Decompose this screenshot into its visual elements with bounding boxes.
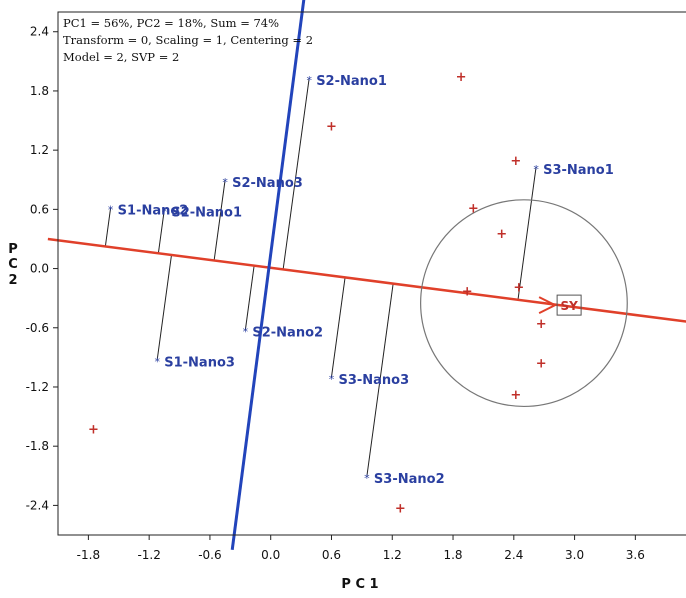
x-tick-label: -0.6 (198, 548, 221, 562)
object-projection-line (244, 265, 255, 330)
confidence-circle (420, 199, 628, 408)
object-projection-line (366, 283, 394, 476)
reference-circle (420, 199, 628, 408)
y-tick-label: 2.4 (30, 25, 49, 39)
object-point: * S2-Nano2 (243, 326, 323, 341)
variable-point: + (326, 119, 337, 134)
x-tick-label: 0.0 (261, 548, 280, 562)
pc-axis-lines (47, 0, 686, 550)
x-tick-label: -1.2 (137, 548, 160, 562)
object-star-marker: * (222, 176, 228, 189)
object-label: S1-Nano3 (164, 355, 235, 370)
object-star-marker: * (329, 373, 335, 386)
object-label: S3-Nano1 (543, 163, 614, 178)
info-line-1: PC1 = 56%, PC2 = 18%, Sum = 74% (63, 16, 279, 30)
y-tick-label: -1.2 (26, 380, 49, 394)
sy-marker: SY (538, 294, 582, 316)
object-point: * S1-Nano2 (108, 203, 188, 218)
object-point: * S3-Nano2 (364, 472, 444, 487)
object-projection-line (157, 209, 165, 254)
object-point: * S2-Nano1 (306, 74, 386, 89)
variable-point: + (88, 422, 99, 437)
object-label: S1-Nano2 (118, 203, 189, 218)
object-star-marker: * (243, 326, 249, 339)
info-line-2: Transform = 0, Scaling = 1, Centering = … (63, 33, 313, 47)
y-axis-title-letter-3: 2 (8, 273, 17, 288)
x-tick-label: 0.6 (322, 548, 341, 562)
x-tick-label: 2.4 (504, 548, 523, 562)
plot-frame (57, 11, 686, 536)
x-tick-label: 3.6 (626, 548, 645, 562)
object-point: * S3-Nano3 (329, 373, 409, 388)
axis-ticks: -1.8 -1.2 -0.6 0.0 0.6 1.2 1.8 2.4 3.0 3.6 2.4 1.8 1… (26, 25, 645, 562)
object-projection-line (156, 254, 172, 360)
object-label: S2-Nano1 (316, 74, 387, 89)
x-axis-title: P C 1 (341, 577, 378, 592)
x-tick-label: 3.0 (565, 548, 584, 562)
object-star-marker: * (533, 163, 539, 176)
object-star-marker: * (364, 472, 370, 485)
variable-point: + (536, 356, 547, 371)
variable-point: + (496, 227, 507, 242)
variable-point: + (513, 280, 524, 295)
y-tick-label: 0.0 (30, 262, 49, 276)
object-projection-line (330, 277, 346, 378)
x-tick-label: -1.8 (77, 548, 100, 562)
object-projection-line (282, 78, 310, 270)
pc2-direction-line (230, 0, 306, 550)
y-axis-title-letter-2: C (8, 257, 18, 272)
variable-point: + (510, 388, 521, 403)
object-point: * S2-Nano3 (222, 176, 302, 191)
variable-point: + (456, 70, 467, 85)
y-axis-title-letter-1: P (8, 242, 18, 257)
sy-label: SY (560, 299, 578, 313)
x-tick-label: 1.2 (383, 548, 402, 562)
y-tick-label: 0.6 (30, 202, 49, 216)
object-star-marker: * (306, 74, 312, 87)
variable-markers: + + + + + + + + + + + + (88, 70, 547, 516)
object-point: * S2-Nano1 (162, 205, 242, 220)
object-star-marker: * (155, 355, 161, 368)
x-tick-label: 1.8 (443, 548, 462, 562)
sy-arrow-head (538, 296, 558, 315)
y-axis-title: P C 2 (8, 242, 18, 288)
object-label: S2-Nano2 (252, 326, 323, 341)
object-projection-line (213, 179, 226, 261)
variable-point: + (510, 154, 521, 169)
info-box: PC1 = 56%, PC2 = 18%, Sum = 74% Transfor… (63, 16, 313, 64)
y-tick-label: 1.2 (30, 143, 49, 157)
variable-point: + (468, 201, 479, 216)
object-point: * S1-Nano3 (155, 355, 235, 370)
object-point: * S3-Nano1 (533, 163, 613, 178)
y-tick-label: -1.8 (26, 439, 49, 453)
object-star-marker: * (162, 205, 168, 218)
y-tick-label: 1.8 (30, 84, 49, 98)
object-label: S3-Nano2 (374, 472, 445, 487)
object-label: S2-Nano1 (171, 205, 242, 220)
object-projection-line (104, 207, 112, 247)
y-tick-label: -2.4 (26, 498, 49, 512)
variable-point: + (536, 317, 547, 332)
object-markers: * S2-Nano1* S2-Nano3* S1-Nano2* S2-Nano1* S3-… (108, 74, 614, 487)
object-label: S2-Nano3 (232, 176, 303, 191)
variable-point: + (462, 284, 473, 299)
y-tick-label: -0.6 (26, 321, 49, 335)
variable-point: + (395, 501, 406, 516)
object-star-marker: * (108, 203, 114, 216)
object-projection-line (517, 166, 537, 300)
pc1-direction-line (47, 237, 686, 323)
sy-box (556, 294, 582, 316)
info-line-3: Model = 2, SVP = 2 (63, 50, 179, 64)
projection-lines (104, 78, 537, 476)
object-label: S3-Nano3 (338, 373, 409, 388)
